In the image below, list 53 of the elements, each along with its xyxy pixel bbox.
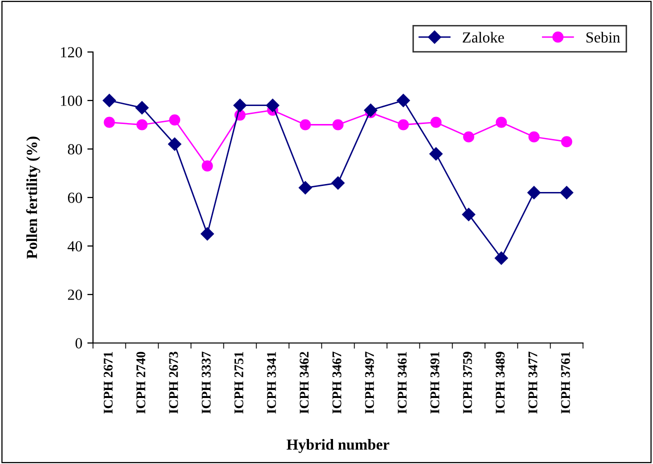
point: [560, 186, 574, 200]
y-axis-title: Pollen fertility (%): [26, 136, 40, 259]
y-tick-label: 120: [61, 47, 82, 58]
point: [233, 98, 247, 112]
point: [200, 227, 214, 240]
point: [104, 116, 115, 128]
x-tick-label: ICPH 3337: [202, 352, 211, 414]
point: [430, 116, 442, 128]
point: [136, 119, 148, 130]
point: [494, 252, 508, 265]
x-tick-label: ICPH 3341: [267, 352, 276, 414]
point: [168, 138, 182, 151]
point: [429, 147, 443, 160]
legend-label: Zaloke: [462, 32, 504, 43]
point: [364, 104, 378, 117]
point: [300, 119, 311, 130]
y-tick-label: 20: [68, 290, 82, 300]
legend-label: Sebin: [586, 32, 620, 43]
y-tick-label: 40: [68, 241, 82, 252]
point: [266, 98, 280, 112]
point: [298, 181, 312, 194]
point: [528, 131, 540, 142]
y-tick-label: 0: [76, 338, 82, 348]
x-tick-label: ICPH 3761: [561, 352, 570, 414]
x-tick-label: ICPH 3462: [300, 352, 309, 414]
point: [169, 114, 180, 126]
x-tick-label: ICPH 3477: [528, 352, 538, 414]
x-tick-label: ICPH 3497: [365, 352, 374, 414]
point: [527, 186, 541, 200]
point: [135, 101, 149, 114]
point: [463, 131, 474, 142]
x-tick-label: ICPH 3467: [332, 352, 342, 414]
x-tick-label: ICPH 2673: [169, 352, 178, 414]
point: [462, 208, 476, 222]
x-tick-label: ICPH 2751: [234, 352, 244, 414]
point: [398, 119, 409, 130]
point: [331, 176, 345, 190]
point: [102, 94, 116, 108]
point: [332, 119, 344, 130]
x-tick-label: ICPH 3491: [430, 352, 440, 414]
y-tick-label: 60: [68, 192, 82, 203]
x-tick-label: ICPH 3759: [463, 352, 472, 414]
y-tick-label: 80: [68, 144, 82, 154]
point: [496, 116, 507, 128]
x-tick-label: ICPH 2671: [104, 352, 113, 414]
x-tick-label: ICPH 3461: [398, 352, 407, 414]
y-tick-label: 100: [61, 96, 82, 106]
x-tick-label: ICPH 2740: [136, 352, 146, 414]
point: [396, 94, 410, 108]
point: [202, 160, 213, 172]
x-tick-label: ICPH 3489: [496, 352, 505, 414]
point: [561, 136, 572, 148]
x-axis-title: Hybrid number: [286, 439, 390, 453]
